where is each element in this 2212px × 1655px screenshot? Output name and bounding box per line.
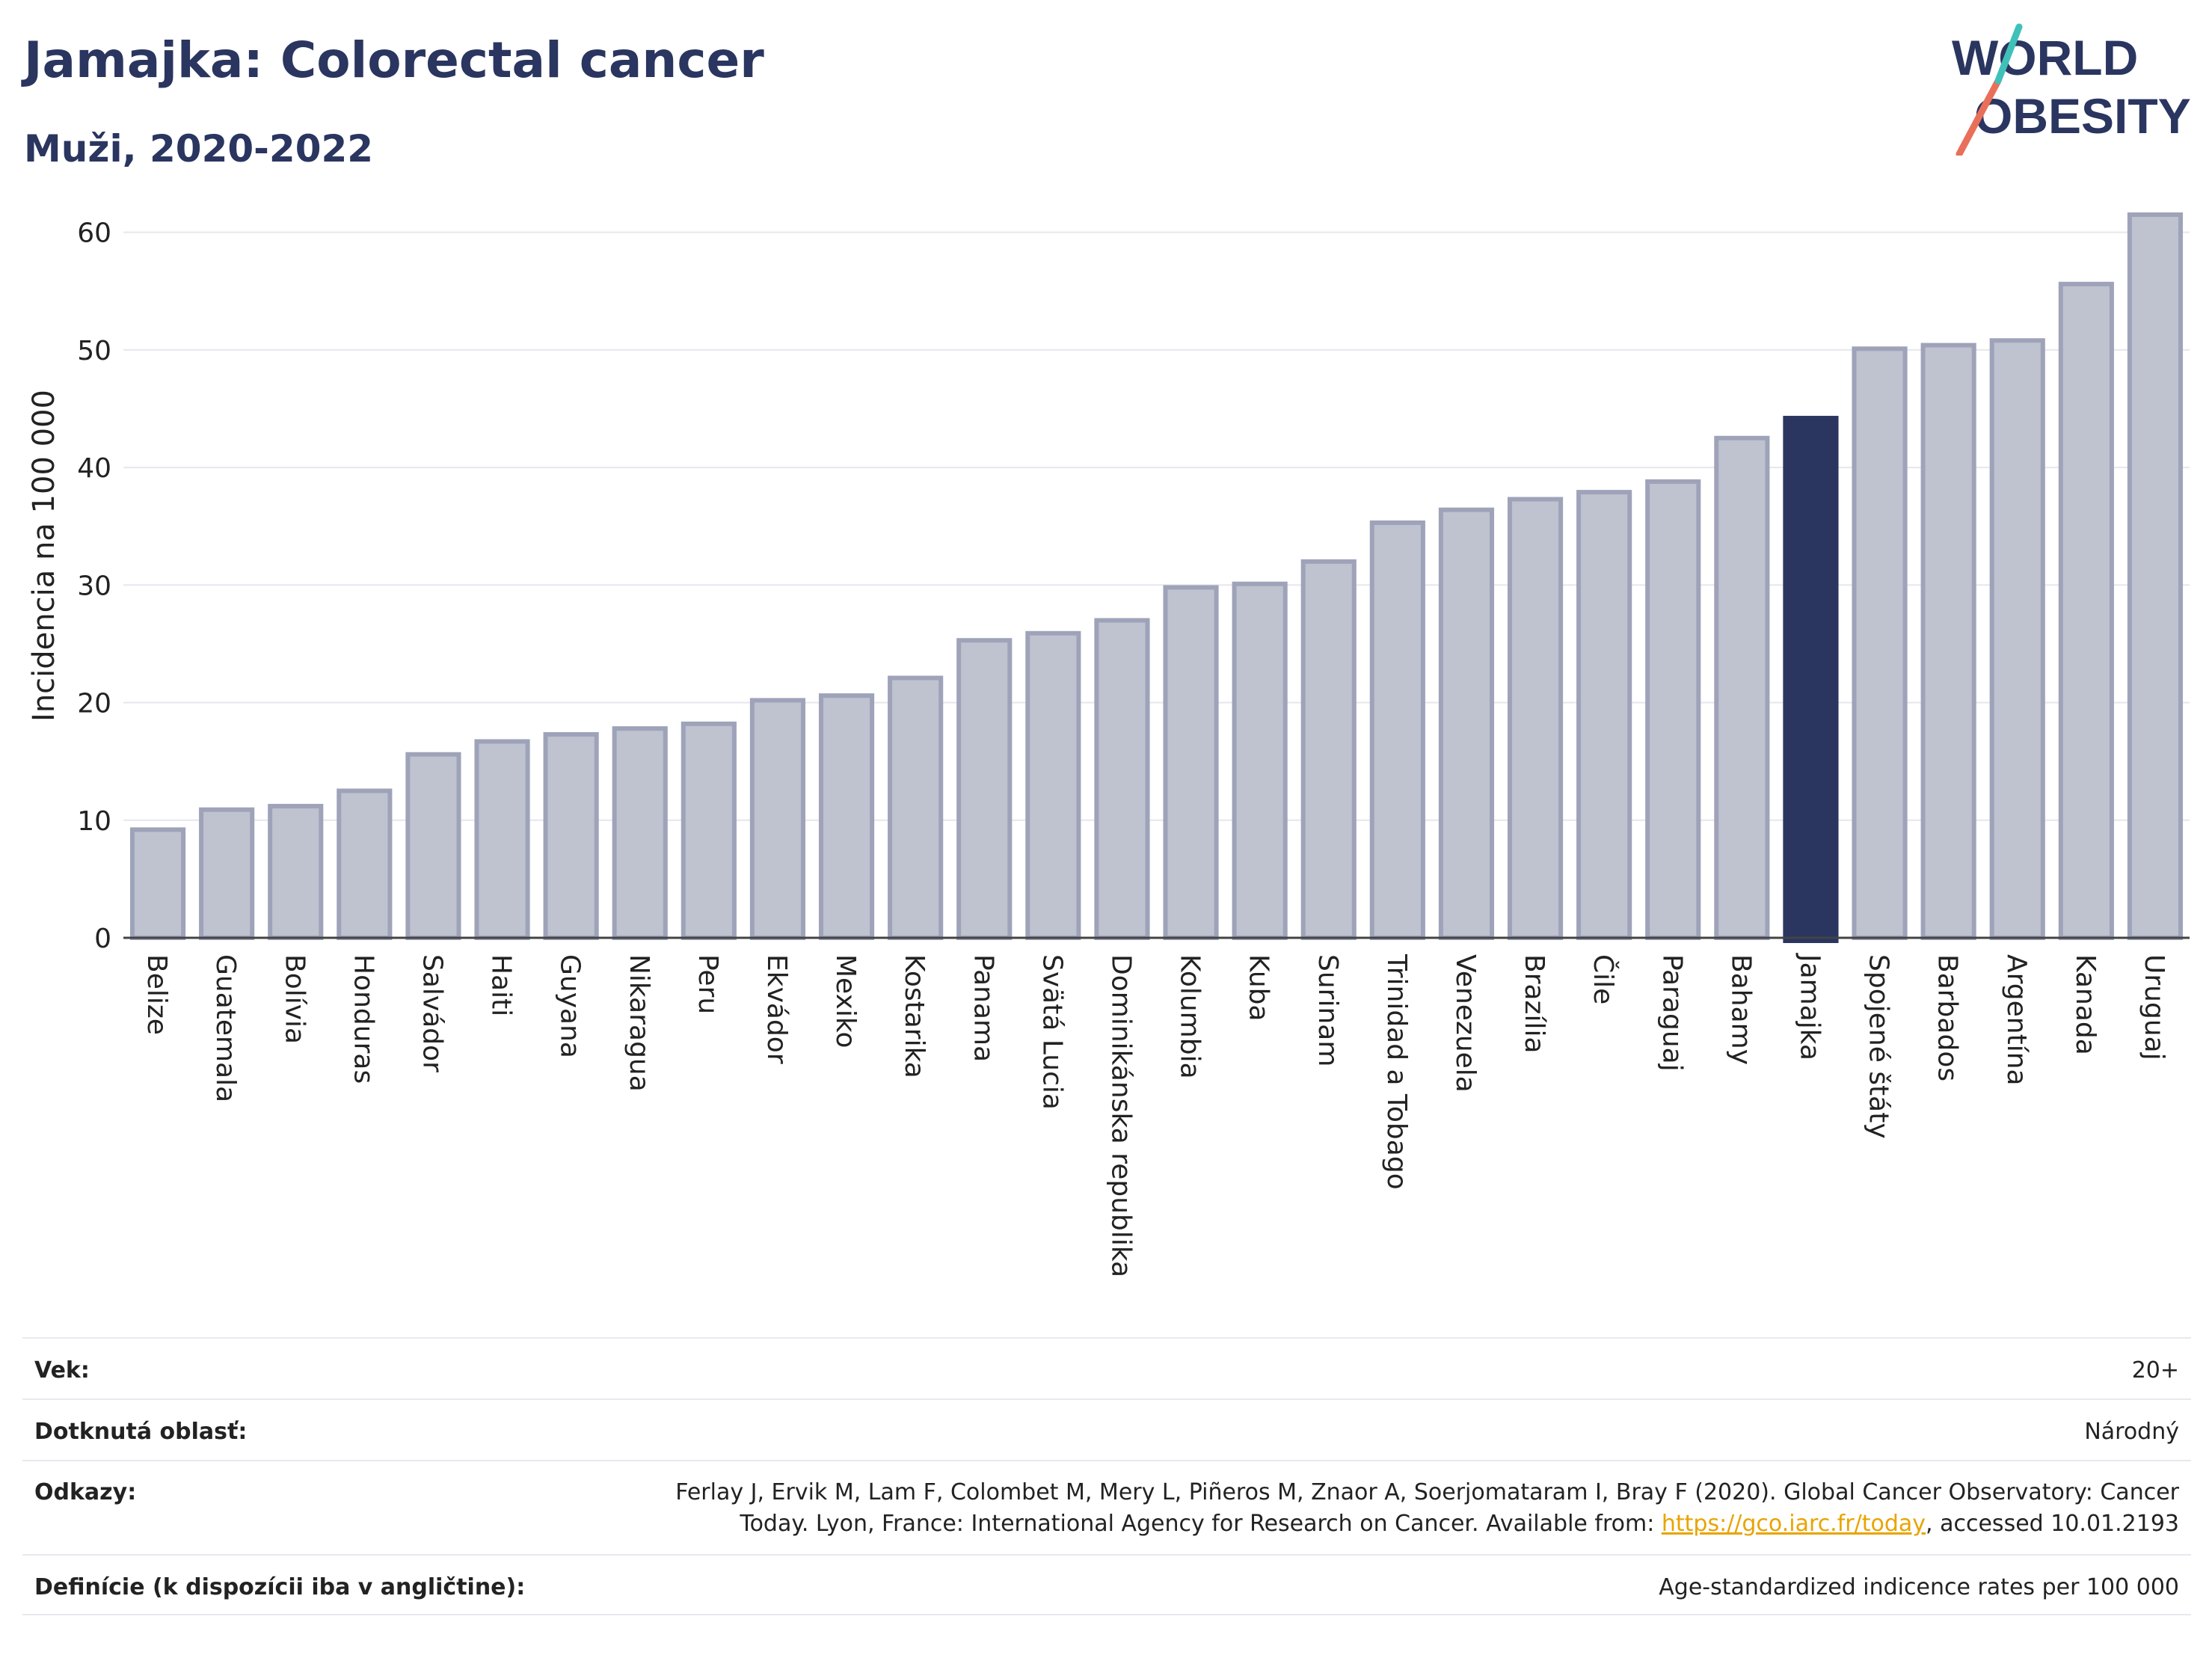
y-tick-label: 50 (77, 336, 111, 366)
bar-nikaragua (612, 726, 668, 940)
gridlines (123, 231, 2190, 821)
bar-barbados (1920, 343, 1976, 940)
bar-salvádor (405, 752, 461, 940)
world-obesity-logo: WORLD OBESITY (1952, 23, 2191, 156)
definitions-value: Age-standardized indicence rates per 100… (1659, 1574, 2179, 1600)
bar-trinidad-a-tobago (1369, 520, 1425, 940)
x-tick-label: Guatemala (210, 954, 241, 1102)
x-tick-label: Kuba (1244, 954, 1274, 1022)
divider (22, 1460, 2191, 1461)
x-tick-label: Spojené štáty (1864, 954, 1894, 1139)
x-tick-label: Ekvádor (761, 954, 792, 1064)
bar-kolumbia (1163, 585, 1219, 941)
bar-chart: 0 10 20 30 40 50 60 Belize Guatemala Bolívia Hond… (27, 212, 2190, 1277)
x-tick-label: Čile (1588, 954, 1619, 1004)
bar-panama (956, 638, 1013, 941)
chart-subtitle: Muži, 2020-2022 (24, 127, 374, 171)
bars (129, 212, 2184, 943)
bar-surinam (1300, 559, 1357, 940)
x-tick-label: Barbados (1932, 954, 1963, 1081)
divider (22, 1554, 2191, 1556)
definitions-label: Definície (k dispozícii iba v angličtine… (34, 1574, 526, 1600)
x-tick-label: Peru (692, 954, 723, 1014)
x-tick-label: Haiti (486, 954, 517, 1016)
y-tick-labels: 0 10 20 30 40 50 60 (77, 218, 111, 954)
bar-belize (129, 827, 186, 940)
bar-haiti (474, 739, 530, 940)
bar-bahamy (1714, 435, 1770, 940)
bar-peru (681, 721, 737, 941)
x-tick-label: Kanada (2070, 954, 2101, 1055)
x-tick-label: Venezuela (1450, 954, 1481, 1093)
x-tick-label: Jamajka (1794, 953, 1825, 1060)
bar-dominikánska-republika (1094, 618, 1150, 940)
bar-argentína (1989, 338, 2045, 940)
x-tick-labels: Belize Guatemala Bolívia Honduras Salvádor Ha… (141, 953, 2169, 1277)
y-tick-label: 0 (94, 924, 111, 954)
x-tick-label: Svätá Lucia (1036, 954, 1067, 1110)
y-tick-label: 10 (77, 806, 111, 837)
x-tick-label: Brazília (1519, 954, 1549, 1054)
x-tick-label: Trinidad a Tobago (1381, 954, 1412, 1190)
x-tick-label: Honduras (348, 954, 378, 1084)
x-tick-label: Kolumbia (1175, 954, 1205, 1079)
bar-kanada (2058, 281, 2114, 940)
x-tick-label: Dominikánska republika (1105, 954, 1136, 1277)
refs-line-1: Ferlay J, Ervik M, Lam F, Colombet M, Me… (675, 1479, 2179, 1505)
age-value: 20+ (2131, 1357, 2179, 1384)
x-tick-label: Paraguaj (1656, 954, 1687, 1072)
chart-title: Jamajka: Colorectal cancer (24, 31, 764, 89)
svg-text:WORLD: WORLD (1952, 30, 2138, 85)
bar-brazília (1507, 497, 1564, 940)
x-tick-label: Kostarika (899, 954, 930, 1078)
y-tick-label: 20 (77, 689, 111, 719)
x-tick-label: Panama (968, 954, 998, 1062)
y-tick-label: 40 (77, 453, 111, 484)
x-tick-label: Surinam (1312, 954, 1343, 1066)
divider (22, 1614, 2191, 1615)
area-label: Dotknutá oblasť: (34, 1419, 248, 1445)
y-axis-label: Incidencia na 100 000 (27, 390, 61, 722)
x-tick-label: Mexiko (830, 954, 861, 1048)
bar-kuba (1232, 581, 1288, 941)
bar-kostarika (888, 675, 944, 941)
x-tick-label: Uruguaj (2139, 954, 2169, 1060)
divider (22, 1398, 2191, 1400)
x-tick-label: Bolívia (279, 954, 310, 1044)
bar-honduras (337, 788, 393, 941)
svg-text:OBESITY: OBESITY (1974, 88, 2191, 144)
area-value: Národný (2084, 1419, 2179, 1445)
bar-guatemala (199, 807, 255, 940)
reference-link[interactable]: https://gco.iarc.fr/today (1661, 1511, 1926, 1537)
y-tick-label: 30 (77, 571, 111, 601)
bar-ekvádor (749, 698, 806, 940)
x-tick-label: Argentína (2001, 954, 2032, 1086)
bar-venezuela (1438, 507, 1495, 940)
bar-guyana (543, 731, 599, 940)
x-tick-label: Belize (141, 954, 172, 1035)
refs-line-2: Today. Lyon, France: International Agenc… (740, 1511, 2179, 1537)
x-tick-label: Nikaragua (624, 954, 654, 1092)
bar-spojené-štáty (1852, 346, 1908, 940)
bar-jamajka (1783, 416, 1839, 943)
y-tick-label: 60 (77, 218, 111, 249)
bar-mexiko (818, 693, 875, 940)
x-tick-label: Bahamy (1725, 954, 1756, 1065)
bar-bolívia (268, 803, 324, 940)
bar-svätá-lucia (1025, 630, 1081, 940)
age-label: Vek: (34, 1357, 90, 1384)
bar-čile (1576, 490, 1632, 940)
x-tick-label: Salvádor (417, 954, 447, 1072)
bar-paraguaj (1645, 479, 1701, 940)
bar-uruguaj (2127, 212, 2184, 940)
x-tick-label: Guyana (555, 954, 586, 1058)
divider (22, 1337, 2191, 1339)
refs-label: Odkazy: (34, 1479, 137, 1505)
